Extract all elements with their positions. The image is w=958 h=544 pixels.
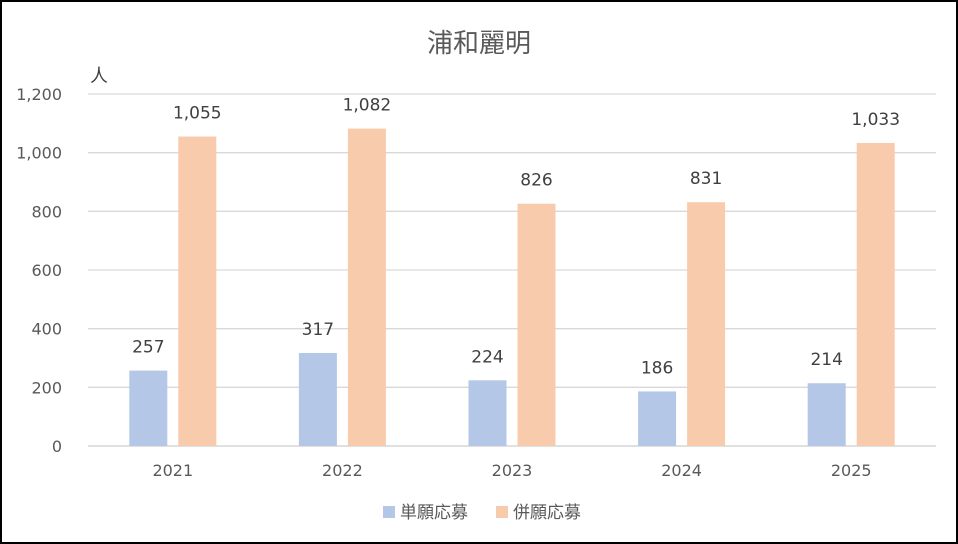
y-axis-unit-label: 人 bbox=[90, 66, 108, 87]
y-tick-label: 400 bbox=[31, 320, 62, 339]
y-tick-label: 200 bbox=[31, 378, 62, 397]
y-tick-label: 0 bbox=[52, 437, 62, 456]
bar-tangan-2022 bbox=[298, 353, 337, 446]
bar-tangan-2023 bbox=[468, 380, 507, 446]
legend-swatch bbox=[383, 506, 395, 518]
y-tick-label: 600 bbox=[31, 261, 62, 280]
legend: 単願応募 併願応募 bbox=[383, 503, 581, 523]
bar-heigan-2025 bbox=[856, 142, 895, 446]
data-label: 317 bbox=[302, 320, 334, 340]
x-axis-ticks: 2021 2022 2023 2024 2025 bbox=[152, 461, 871, 480]
bar-tangan-2021 bbox=[129, 370, 168, 446]
x-tick-label: 2024 bbox=[661, 461, 702, 480]
y-axis-ticks: 0 200 400 600 800 1,000 1,200 bbox=[16, 85, 62, 456]
data-label: 1,055 bbox=[173, 104, 222, 124]
data-label: 826 bbox=[520, 171, 552, 191]
legend-label: 併願応募 bbox=[513, 503, 581, 523]
data-label: 257 bbox=[132, 338, 164, 358]
y-tick-label: 1,200 bbox=[16, 85, 62, 104]
bar-heigan-2021 bbox=[178, 136, 217, 447]
data-label: 1,082 bbox=[343, 96, 392, 116]
bar-tangan-2024 bbox=[638, 391, 677, 446]
bar-heigan-2022 bbox=[347, 128, 386, 446]
data-label: 224 bbox=[471, 347, 503, 367]
chart-title: 浦和麗明 bbox=[427, 29, 531, 59]
x-tick-label: 2021 bbox=[152, 461, 193, 480]
x-tick-label: 2025 bbox=[831, 461, 872, 480]
gridlines bbox=[88, 93, 936, 447]
legend-swatch bbox=[496, 506, 508, 518]
bar-tangan-2025 bbox=[807, 383, 846, 446]
data-labels: 257 1,055 317 1,082 224 826 186 831 214 1,033 bbox=[132, 96, 900, 379]
data-label: 1,033 bbox=[851, 110, 900, 130]
data-label: 186 bbox=[641, 358, 673, 378]
x-tick-label: 2022 bbox=[322, 461, 363, 480]
y-tick-label: 1,000 bbox=[16, 144, 62, 163]
data-label: 831 bbox=[690, 169, 722, 189]
y-tick-label: 800 bbox=[31, 202, 62, 221]
bars bbox=[129, 128, 895, 447]
legend-label: 単願応募 bbox=[400, 503, 468, 523]
x-tick-label: 2023 bbox=[492, 461, 533, 480]
bar-heigan-2023 bbox=[517, 203, 556, 446]
bar-heigan-2024 bbox=[687, 202, 726, 446]
data-label: 214 bbox=[810, 350, 842, 370]
